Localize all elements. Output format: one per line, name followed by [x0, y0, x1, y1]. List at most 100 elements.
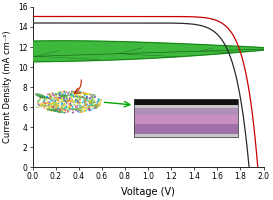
Point [56, 92, 60, 95]
Point [56, 92, 60, 95]
Point [87, 106, 92, 109]
Point [71, 106, 75, 110]
Point [67, 106, 71, 109]
Point [89, 101, 93, 104]
Point [48, 105, 52, 108]
Point [53, 100, 57, 103]
Point [78, 110, 83, 114]
Point [62, 102, 66, 105]
Point [78, 104, 82, 107]
Point [94, 105, 99, 108]
Point [74, 98, 78, 101]
Point [81, 105, 85, 108]
Point [46, 106, 51, 109]
Point [71, 90, 75, 93]
Point [64, 105, 69, 108]
Point [37, 103, 41, 106]
Point [69, 93, 73, 96]
Point [77, 91, 82, 94]
Point [78, 106, 82, 109]
Point [76, 90, 81, 93]
Point [86, 106, 91, 109]
Point [45, 96, 49, 99]
Point [58, 110, 62, 113]
Point [54, 107, 58, 110]
Point [70, 97, 74, 101]
Point [83, 99, 88, 102]
Point [85, 96, 89, 99]
Point [53, 109, 58, 112]
Point [66, 99, 70, 102]
Point [56, 107, 60, 110]
Point [91, 97, 95, 100]
Point [58, 109, 63, 112]
Point [74, 106, 78, 110]
Bar [134, 115, 238, 124]
Point [61, 98, 66, 101]
Point [48, 108, 52, 111]
Point [75, 99, 79, 102]
Point [74, 99, 78, 102]
Point [42, 99, 46, 103]
Point [57, 98, 61, 101]
Point [83, 98, 88, 101]
Point [84, 101, 88, 104]
Point [68, 99, 72, 102]
Point [63, 91, 67, 94]
Point [54, 104, 58, 107]
Point [96, 101, 101, 104]
Point [44, 99, 49, 102]
Point [75, 101, 79, 104]
Point [61, 111, 66, 114]
Point [83, 100, 87, 103]
Point [61, 103, 65, 107]
Point [85, 103, 90, 106]
Point [80, 110, 84, 114]
Point [72, 95, 76, 98]
Point [43, 104, 47, 107]
Point [88, 93, 92, 96]
Point [62, 99, 66, 102]
Point [62, 111, 66, 114]
Point [79, 90, 83, 94]
Point [56, 96, 61, 99]
Point [48, 96, 52, 99]
Point [47, 102, 52, 105]
Point [38, 96, 43, 100]
Point [62, 111, 67, 114]
Point [60, 93, 64, 96]
Ellipse shape [35, 93, 45, 98]
Point [92, 98, 96, 101]
Point [79, 110, 83, 114]
Point [69, 93, 73, 96]
Point [48, 93, 52, 96]
Point [82, 94, 87, 97]
Point [86, 99, 91, 103]
Bar [134, 108, 238, 115]
Point [67, 102, 71, 105]
Point [60, 109, 64, 112]
Point [59, 97, 64, 100]
Point [67, 108, 72, 112]
Point [95, 100, 99, 103]
Point [88, 99, 92, 102]
Point [91, 107, 95, 110]
Point [38, 96, 42, 99]
Point [64, 100, 68, 103]
Point [71, 100, 76, 104]
Point [44, 96, 48, 100]
Point [61, 97, 66, 101]
Point [74, 101, 78, 104]
Point [65, 108, 69, 111]
Point [62, 103, 66, 107]
Point [47, 93, 51, 96]
Ellipse shape [58, 95, 67, 97]
Point [93, 95, 97, 99]
Point [96, 97, 100, 101]
Point [87, 105, 91, 108]
Point [76, 96, 81, 99]
Point [66, 96, 70, 99]
Point [81, 96, 85, 99]
Point [80, 107, 84, 110]
Point [60, 94, 64, 97]
